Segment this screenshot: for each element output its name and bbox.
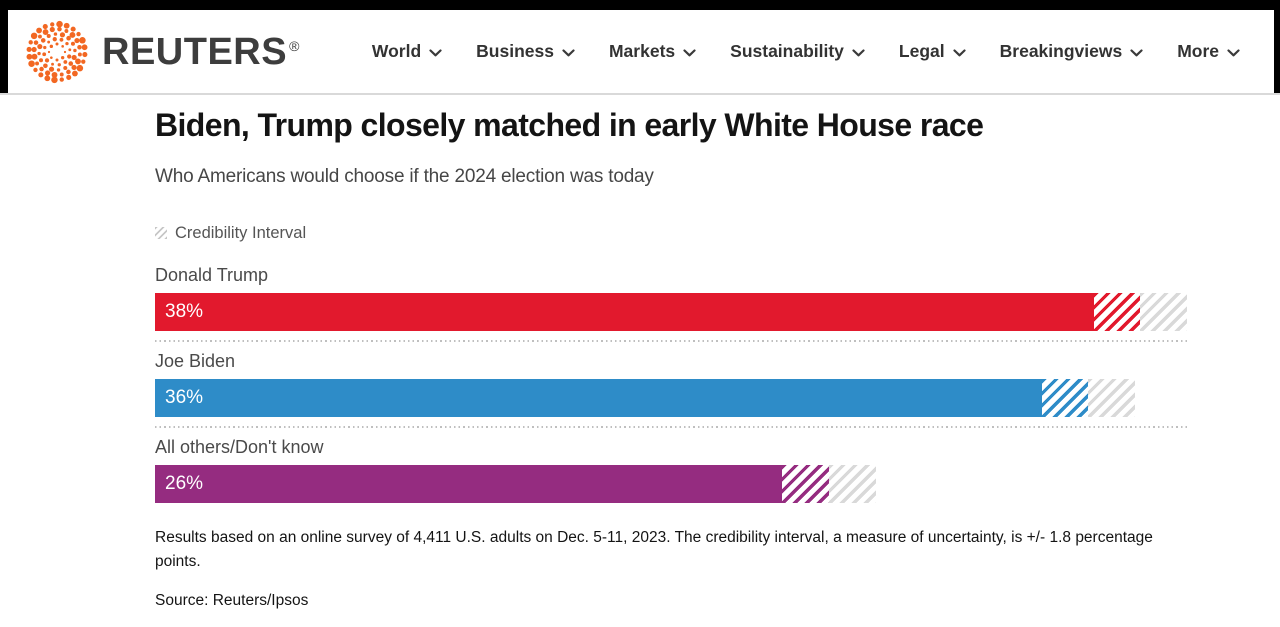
nav-item-label: World [371, 41, 422, 61]
chevron-down-icon [562, 48, 575, 56]
nav-item-label: More [1177, 41, 1220, 61]
nav-item-label: Legal [898, 41, 945, 61]
credibility-interval-upper-hatch [1088, 378, 1136, 417]
chart-legend: Credibility Interval [155, 224, 1280, 243]
chart-source: Source: Reuters/Ipsos [155, 592, 309, 610]
chart-subtitle: Who Americans would choose if the 2024 e… [155, 165, 654, 187]
bar-solid-segment: 38% [155, 292, 1094, 331]
nav-item-sustainability[interactable]: Sustainability [730, 41, 865, 62]
nav-item-markets[interactable]: Markets [609, 41, 696, 62]
nav-item-label: Breakingviews [999, 41, 1123, 61]
chart-footnote: Results based on an online survey of 4,4… [155, 528, 1153, 570]
bar-value-label: 26% [165, 472, 204, 494]
brand-text: REUTERS [102, 30, 288, 73]
bar-track: 26% [155, 464, 1187, 503]
chevron-down-icon [683, 48, 696, 56]
nav-item-label: Markets [608, 41, 676, 61]
bar-value-label: 36% [165, 386, 204, 408]
article-content: Biden, Trump closely matched in early Wh… [0, 107, 1280, 613]
bar-solid-segment: 36% [155, 378, 1042, 417]
chart-row: All others/Don't know 26% [155, 437, 1187, 514]
credibility-interval-upper-hatch [829, 464, 876, 503]
nav-item-legal[interactable]: Legal [899, 41, 966, 62]
registered-trademark: ® [289, 37, 300, 54]
reuters-home-link[interactable]: REUTERS ® [25, 20, 300, 84]
chart-row: Donald Trump 38% [155, 265, 1187, 342]
reuters-logo-icon [26, 20, 88, 83]
nav-item-label: Sustainability [730, 41, 844, 61]
page-title: Biden, Trump closely matched in early Wh… [155, 107, 984, 143]
bar-solid-segment: 26% [155, 464, 783, 503]
site-header: REUTERS ® World Business Markets Sustainabil… [0, 0, 1280, 95]
row-axis-baseline [155, 425, 1187, 428]
chart-row: Joe Biden 36% [155, 351, 1187, 428]
nav-item-world[interactable]: World [372, 41, 442, 62]
bar-category-label: All others/Don't know [155, 436, 324, 457]
header-inner: REUTERS ® World Business Markets Sustainabil… [0, 10, 1280, 93]
reuters-wordmark: REUTERS ® [102, 33, 300, 71]
chevron-down-icon [953, 48, 966, 56]
bar-track: 38% [155, 292, 1187, 331]
legend-label: Credibility Interval [175, 223, 307, 242]
bar-track: 36% [155, 378, 1187, 417]
bar-value-label: 38% [165, 300, 204, 322]
chevron-down-icon [1130, 48, 1143, 56]
credibility-interval-lower-hatch [782, 464, 830, 503]
nav-item-label: Business [476, 41, 554, 61]
nav-item-more[interactable]: More [1177, 41, 1240, 62]
credibility-interval-lower-hatch [1041, 378, 1089, 417]
chevron-down-icon [429, 48, 442, 56]
bar-category-label: Donald Trump [155, 264, 269, 285]
credibility-interval-lower-hatch [1093, 292, 1141, 331]
row-axis-baseline [155, 512, 1187, 514]
credibility-interval-hatch-icon [155, 227, 167, 240]
bar-category-label: Joe Biden [155, 350, 236, 371]
nav-item-business[interactable]: Business [476, 41, 575, 62]
bar-chart: Donald Trump 38% Joe Biden 36% All others/Do… [155, 265, 1187, 514]
main-nav: World Business Markets Sustainability Legal B… [372, 41, 1240, 62]
nav-item-breakingviews[interactable]: Breakingviews [1000, 41, 1144, 62]
chevron-down-icon [1227, 48, 1240, 56]
row-axis-baseline [155, 339, 1187, 342]
credibility-interval-upper-hatch [1140, 292, 1187, 331]
chevron-down-icon [852, 48, 865, 56]
